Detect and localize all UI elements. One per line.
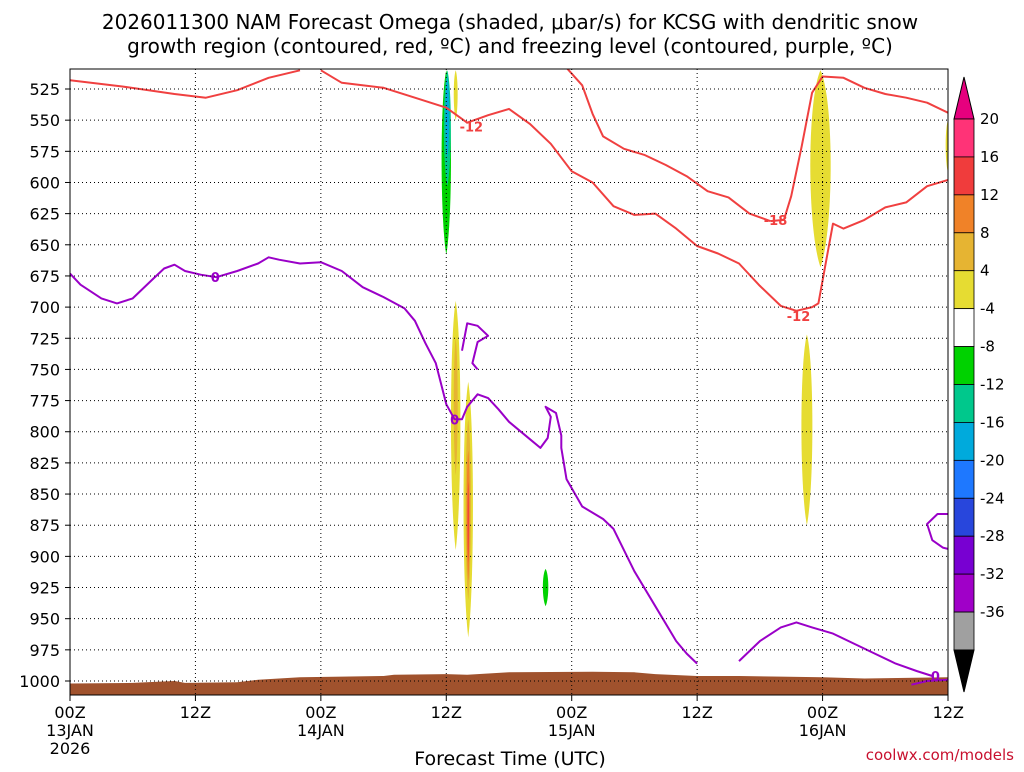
contour-label-3: 0 [211,271,220,286]
colorbar-swatch-3 [953,232,975,272]
colorbar-label-8: -16 [980,413,1005,431]
x-tick-year-0: 2026 [50,739,91,758]
y-tick-label-775: 775 [29,392,60,411]
colorbar-label-4: 4 [980,262,990,280]
colorbar-swatch-7 [953,384,975,423]
colorbar-label-13: -36 [980,603,1005,621]
omega-region-omega_down_4_a [453,70,458,121]
y-tick-label-750: 750 [29,360,60,379]
x-tick-date-72: 16JAN [799,721,847,740]
y-tick-label-925: 925 [29,579,60,598]
contour-snow_growth_-18_b [770,75,948,223]
colorbar: 20 16 12 8 4 -4 -8 -12 -16 -20 -24 -28 -32 -36 [953,76,1005,693]
x-tick-label-0: 00Z [54,703,85,722]
contour-freezing_0_secondary [738,621,933,677]
colorbar-swatch-9 [953,459,975,499]
omega-region-omega_down_4_f [945,120,948,173]
colorbar-swatch-10 [953,497,975,537]
contour-label-2: -12 [787,310,811,325]
x-axis-title: Forecast Time (UTC) [414,748,605,768]
contour-label-5: 0 [931,670,940,685]
colorbar-label-9: -20 [980,451,1005,469]
terrain-ground [70,671,948,695]
x-tick-label-36: 12Z [431,703,462,722]
x-tick-date-0: 13JAN [46,721,94,740]
contour-freezing_0_small [461,322,490,371]
colorbar-swatch-1 [953,156,975,196]
colorbar-swatch-11 [953,535,975,575]
y-tick-label-600: 600 [29,173,60,192]
y-tick-label-900: 900 [29,547,60,566]
y-tick-label-950: 950 [29,610,60,629]
contour-snow_growth_-12_a [320,69,797,312]
chart-title-line-2: growth region (contoured, red, ºC) and f… [127,34,893,58]
x-tick-label-24: 00Z [305,703,336,722]
y-tick-label-675: 675 [29,267,60,286]
colorbar-swatch-8 [953,422,975,461]
y-tick-label-575: 575 [29,142,60,161]
y-tick-label-700: 700 [29,298,60,317]
contour-freezing_0_east [926,513,948,550]
y-tick-label-825: 825 [29,454,60,473]
x-tick-label-48: 00Z [556,703,587,722]
colorbar-label-6: -8 [980,338,995,356]
colorbar-label-10: -24 [980,489,1005,507]
plot-frame [69,68,949,696]
colorbar-label-5: -4 [980,300,995,318]
colorbar-swatch-6 [953,346,975,385]
x-tick-label-60: 12Z [681,703,712,722]
y-tick-label-525: 525 [29,80,60,99]
contour-freezing_0_tail [911,678,948,686]
x-tick-label-12: 12Z [180,703,211,722]
contour-snow_growth_-12_top [70,69,301,99]
y-tick-label-975: 975 [29,641,60,660]
y-tick-label-850: 850 [29,485,60,504]
y-tick-label-550: 550 [29,111,60,130]
x-tick-label-72: 00Z [807,703,838,722]
y-tick-label-725: 725 [29,329,60,348]
contour-freezing_0_main [70,256,698,665]
colorbar-label-3: 8 [980,224,990,242]
omega-region-omega_down_8_b [453,338,458,476]
x-tick-date-24: 14JAN [297,721,345,740]
x-tick-label-84: 12Z [933,703,964,722]
contour-label-1: -18 [764,214,788,229]
colorbar-bottom-arrow [953,649,975,693]
colorbar-label-12: -32 [980,565,1005,583]
colorbar-swatch-12 [953,573,975,613]
colorbar-label-2: 12 [980,186,999,204]
omega-region-omega_upward_-8_small [542,568,549,607]
colorbar-label-1: 16 [980,148,999,166]
contour-snow_growth_-18_a [566,69,771,223]
colorbar-swatch-5 [953,308,975,347]
y-tick-label-875: 875 [29,516,60,535]
colorbar-swatch-0 [953,118,975,158]
y-tick-label-1000: 1000 [19,672,60,691]
colorbar-label-0: 20 [980,110,999,128]
y-tick-label-800: 800 [29,423,60,442]
omega-region-omega_down_4_e [801,334,813,526]
colorbar-label-7: -12 [980,376,1005,394]
chart-title-line-1: 2026011300 NAM Forecast Omega (shaded, μ… [102,10,918,34]
colorbar-label-11: -28 [980,527,1005,545]
contour-label-0: -12 [460,120,484,135]
contour-label-4: 0 [450,413,459,428]
y-tick-label-650: 650 [29,236,60,255]
credit-text: coolwx.com/models [866,746,1014,764]
colorbar-swatch-13 [953,611,975,651]
y-tick-label-625: 625 [29,205,60,224]
contour-snow_growth_-12_b [796,179,948,312]
colorbar-swatch-4 [953,270,975,310]
colorbar-swatch-2 [953,194,975,234]
omega-region-omega_down_4_d [810,70,831,268]
omega-region-omega_down_16_c [467,481,469,563]
x-tick-date-48: 15JAN [548,721,596,740]
